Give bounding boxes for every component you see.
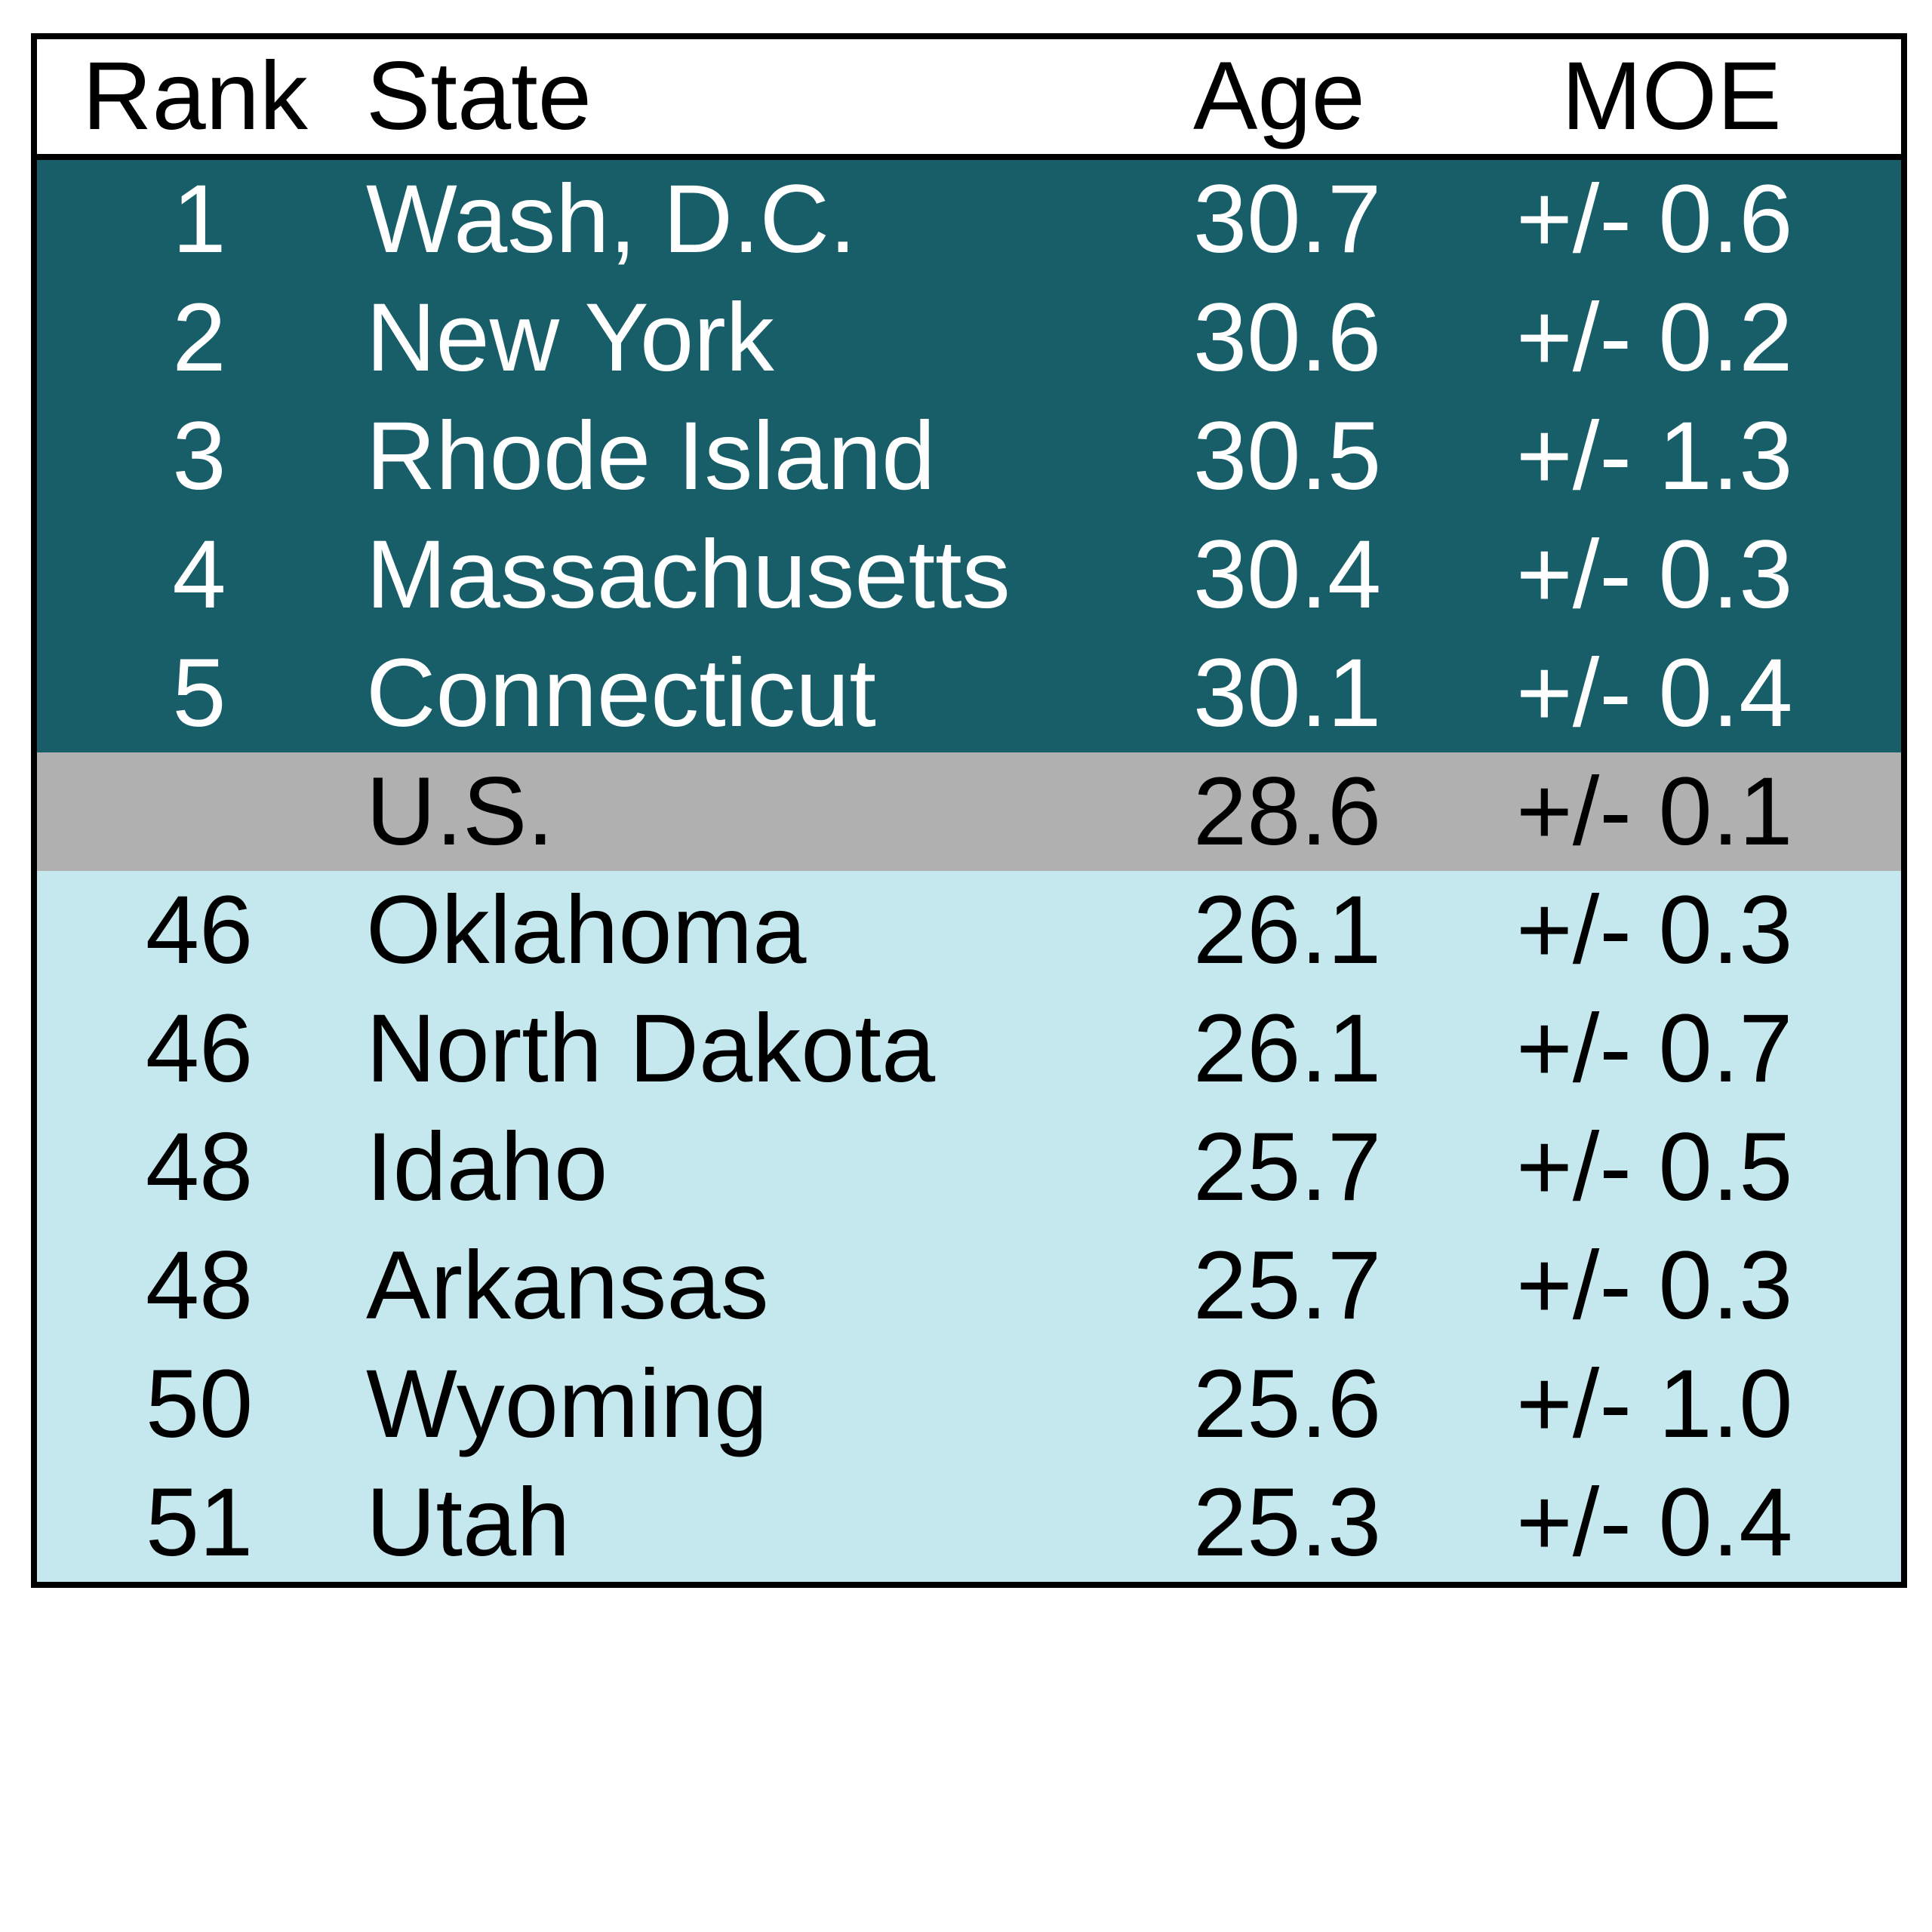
- rank-cell: 48: [145, 1232, 254, 1340]
- moe-cell: +/- 0.3: [1516, 876, 1793, 984]
- table-row: 3 Rhode Island 30.5 +/- 1.3: [37, 397, 1901, 515]
- moe-cell: +/- 0.4: [1516, 1469, 1793, 1577]
- table-row: U.S. 28.6 +/- 0.1: [37, 752, 1901, 871]
- moe-cell: +/- 0.5: [1516, 1113, 1793, 1221]
- rank-cell: 48: [145, 1113, 254, 1221]
- table-row: 48 Idaho 25.7 +/- 0.5: [37, 1108, 1901, 1226]
- header-state: State: [366, 42, 592, 150]
- header-age: Age: [1193, 42, 1365, 150]
- moe-cell: +/- 0.1: [1516, 758, 1793, 866]
- header-rank: Rank: [82, 42, 308, 150]
- table-row: 50 Wyoming 25.6 +/- 1.0: [37, 1345, 1901, 1463]
- header-row: Rank State Age MOE: [37, 39, 1901, 160]
- age-cell: 25.7: [1193, 1232, 1382, 1340]
- state-cell: Rhode Island: [366, 402, 936, 510]
- table-row: 46 Oklahoma 26.1 +/- 0.3: [37, 871, 1901, 989]
- state-cell: Connecticut: [366, 639, 876, 747]
- age-cell: 30.5: [1193, 402, 1382, 510]
- table-row: 51 Utah 25.3 +/- 0.4: [37, 1463, 1901, 1582]
- age-cell: 30.4: [1193, 521, 1382, 629]
- age-cell: 28.6: [1193, 758, 1382, 866]
- moe-cell: +/- 1.3: [1516, 402, 1793, 510]
- state-cell: New York: [366, 284, 774, 392]
- age-cell: 30.1: [1193, 639, 1382, 747]
- moe-cell: +/- 0.7: [1516, 995, 1793, 1103]
- table-row: 1 Wash, D.C. 30.7 +/- 0.6: [37, 160, 1901, 278]
- state-cell: North Dakota: [366, 995, 936, 1103]
- rank-cell: 50: [145, 1350, 254, 1458]
- age-cell: 30.7: [1193, 165, 1382, 273]
- table-row: 2 New York 30.6 +/- 0.2: [37, 278, 1901, 397]
- rank-cell: 1: [172, 165, 226, 273]
- rank-cell: 3: [172, 402, 226, 510]
- rank-cell: 4: [172, 521, 226, 629]
- rank-cell: 2: [172, 284, 226, 392]
- moe-cell: +/- 0.3: [1516, 1232, 1793, 1340]
- age-cell: 30.6: [1193, 284, 1382, 392]
- age-cell: 25.3: [1193, 1469, 1382, 1577]
- table-row: 5 Connecticut 30.1 +/- 0.4: [37, 634, 1901, 752]
- age-cell: 25.7: [1193, 1113, 1382, 1221]
- moe-cell: +/- 1.0: [1516, 1350, 1793, 1458]
- moe-cell: +/- 0.6: [1516, 165, 1793, 273]
- state-cell: Wash, D.C.: [366, 165, 857, 273]
- state-cell: U.S.: [366, 758, 554, 866]
- age-cell: 26.1: [1193, 995, 1382, 1103]
- state-cell: Wyoming: [366, 1350, 768, 1458]
- rank-cell: 46: [145, 995, 254, 1103]
- moe-cell: +/- 0.3: [1516, 521, 1793, 629]
- state-cell: Oklahoma: [366, 876, 807, 984]
- moe-cell: +/- 0.4: [1516, 639, 1793, 747]
- rank-cell: 5: [172, 639, 226, 747]
- age-cell: 26.1: [1193, 876, 1382, 984]
- state-cell: Idaho: [366, 1113, 608, 1221]
- age-cell: 25.6: [1193, 1350, 1382, 1458]
- header-moe: MOE: [1561, 42, 1782, 150]
- rank-cell: 51: [145, 1469, 254, 1577]
- table: Rank State Age MOE 1 Wash, D.C. 30.7 +/- 0.6 2 Ne…: [31, 33, 1907, 1588]
- table-row: 48 Arkansas 25.7 +/- 0.3: [37, 1226, 1901, 1345]
- state-cell: Arkansas: [366, 1232, 769, 1340]
- state-cell: Utah: [366, 1469, 571, 1577]
- table-row: 46 North Dakota 26.1 +/- 0.7: [37, 989, 1901, 1108]
- state-cell: Massachusetts: [366, 521, 1011, 629]
- moe-cell: +/- 0.2: [1516, 284, 1793, 392]
- rank-cell: 46: [145, 876, 254, 984]
- table-row: 4 Massachusetts 30.4 +/- 0.3: [37, 515, 1901, 634]
